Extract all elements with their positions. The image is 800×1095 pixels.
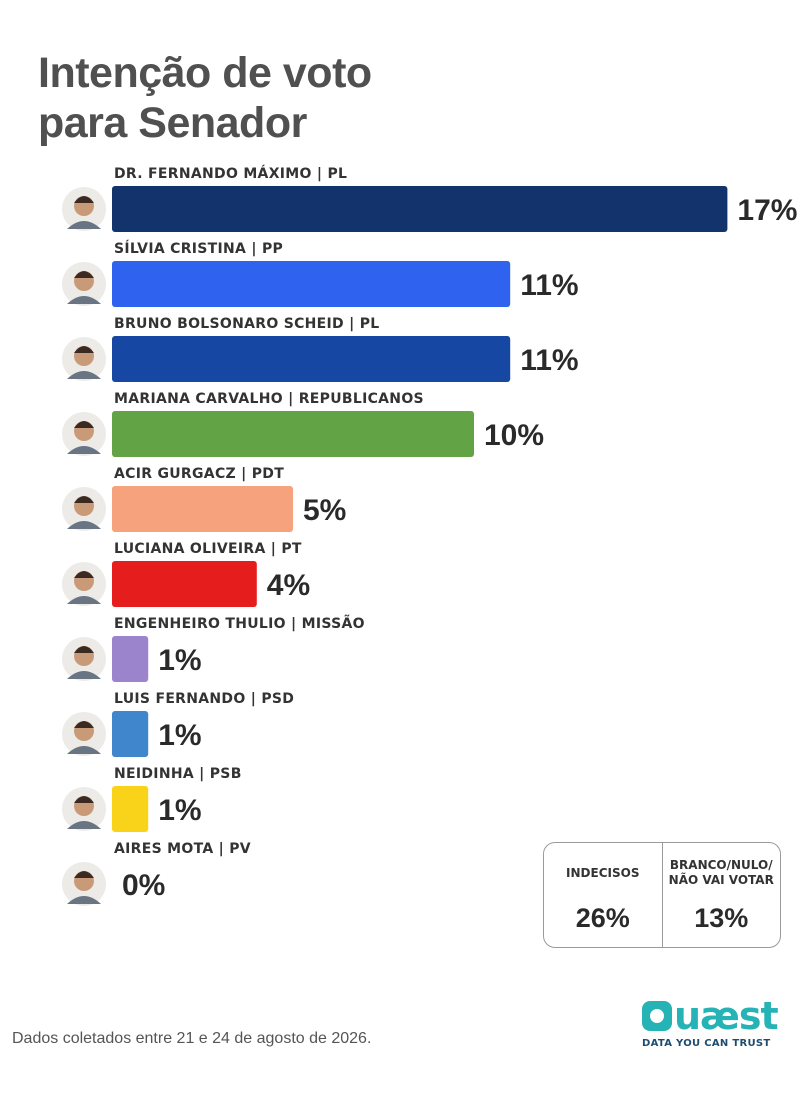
candidate-avatar-engenheiro-thulio (62, 637, 106, 681)
quaest-tagline: DATA YOU CAN TRUST (642, 1038, 771, 1049)
bar-luis-fernando (112, 711, 149, 757)
candidate-avatar-luciana-oliveira (62, 562, 106, 606)
bar-row-silvia-cristina: SÍLVIA CRISTINA | PP 11% (62, 240, 579, 307)
bar-bruno-bolsonaro-scheid (112, 336, 511, 382)
branco-nulo-label-line-1: BRANCO/NULO/ (669, 858, 773, 872)
branco-nulo-value: 13% (694, 903, 749, 933)
value-label-aires-mota: 0% (122, 869, 165, 902)
branco-nulo-label: BRANCO/NULO/ NÃO VAI VOTAR (669, 857, 774, 889)
candidate-label-mariana-carvalho: MARIANA CARVALHO | REPUBLICANOS (114, 391, 424, 407)
bar-row-acir-gurgacz: ACIR GURGACZ | PDT 5% (62, 466, 346, 532)
bar-mariana-carvalho (112, 411, 474, 457)
value-label-luis-fernando: 1% (158, 719, 201, 752)
bar-silvia-cristina (112, 261, 511, 307)
candidate-label-aires-mota: AIRES MOTA | PV (114, 841, 251, 857)
bar-acir-gurgacz (112, 486, 293, 532)
indecisos-label: INDECISOS (566, 865, 640, 880)
candidate-label-acir-gurgacz: ACIR GURGACZ | PDT (114, 466, 284, 482)
bar-row-luciana-oliveira: LUCIANA OLIVEIRA | PT 4% (62, 541, 310, 607)
candidate-avatar-luis-fernando (62, 712, 106, 756)
candidate-label-dr-fernando-maximo: DR. FERNANDO MÁXIMO | PL (114, 165, 347, 182)
quaest-wordmark-text: uæst (674, 994, 779, 1038)
candidate-avatar-acir-gurgacz (62, 487, 106, 531)
candidate-avatar-aires-mota (62, 862, 106, 906)
bar-row-mariana-carvalho: MARIANA CARVALHO | REPUBLICANOS 10% (62, 391, 544, 457)
value-label-silvia-cristina: 11% (520, 269, 578, 302)
value-label-neidinha: 1% (158, 794, 201, 827)
bar-row-dr-fernando-maximo: DR. FERNANDO MÁXIMO | PL 17% (62, 165, 797, 232)
quaest-wordmark: uæst (642, 996, 782, 1036)
branco-nulo-column: BRANCO/NULO/ NÃO VAI VOTAR 13% (661, 843, 781, 947)
candidate-label-neidinha: NEIDINHA | PSB (114, 766, 242, 782)
bar-row-aires-mota: AIRES MOTA | PV 0% (62, 841, 251, 906)
bar-chart: DR. FERNANDO MÁXIMO | PL 17% SÍLVIA CRISTI… (62, 165, 797, 906)
quaest-q-mark-icon (642, 1001, 672, 1031)
indecisos-column: INDECISOS 26% (544, 843, 662, 947)
indecisos-value: 26% (575, 903, 630, 933)
bar-row-bruno-bolsonaro-scheid: BRUNO BOLSONARO SCHEID | PL 11% (62, 316, 579, 382)
branco-nulo-label-line-2: NÃO VAI VOTAR (668, 873, 774, 887)
bar-engenheiro-thulio (112, 636, 149, 682)
candidate-label-engenheiro-thulio: ENGENHEIRO THULIO | MISSÃO (114, 615, 365, 632)
candidate-label-luis-fernando: LUIS FERNANDO | PSD (114, 691, 294, 707)
value-label-engenheiro-thulio: 1% (158, 644, 201, 677)
bar-luciana-oliveira (112, 561, 257, 607)
value-label-luciana-oliveira: 4% (267, 569, 310, 602)
quaest-logo: uæst DATA YOU CAN TRUST (642, 996, 782, 1049)
chart-title-line-2: para Senador (38, 99, 307, 147)
bar-neidinha (112, 786, 149, 832)
value-label-mariana-carvalho: 10% (484, 419, 544, 452)
candidate-avatar-silvia-cristina (62, 262, 106, 306)
candidate-label-bruno-bolsonaro-scheid: BRUNO BOLSONARO SCHEID | PL (114, 316, 380, 332)
chart-title: Intenção de voto para Senador (38, 48, 372, 148)
data-collection-note: Dados coletados entre 21 e 24 de agosto … (12, 1030, 372, 1047)
candidate-avatar-dr-fernando-maximo (62, 187, 106, 231)
bar-row-luis-fernando: LUIS FERNANDO | PSD 1% (62, 691, 294, 757)
bar-dr-fernando-maximo (112, 186, 728, 232)
candidate-avatar-bruno-bolsonaro-scheid (62, 337, 106, 381)
value-label-bruno-bolsonaro-scheid: 11% (520, 344, 578, 377)
candidate-avatar-mariana-carvalho (62, 412, 106, 456)
bar-row-engenheiro-thulio: ENGENHEIRO THULIO | MISSÃO 1% (62, 615, 365, 682)
value-label-acir-gurgacz: 5% (303, 494, 346, 527)
chart-title-line-1: Intenção de voto (38, 49, 372, 97)
bar-row-neidinha: NEIDINHA | PSB 1% (62, 766, 242, 832)
value-label-dr-fernando-maximo: 17% (737, 194, 797, 227)
candidate-label-luciana-oliveira: LUCIANA OLIVEIRA | PT (114, 541, 302, 557)
summary-box: INDECISOS 26% BRANCO/NULO/ NÃO VAI VOTAR… (543, 842, 781, 948)
candidate-label-silvia-cristina: SÍLVIA CRISTINA | PP (114, 240, 283, 257)
candidate-avatar-neidinha (62, 787, 106, 831)
